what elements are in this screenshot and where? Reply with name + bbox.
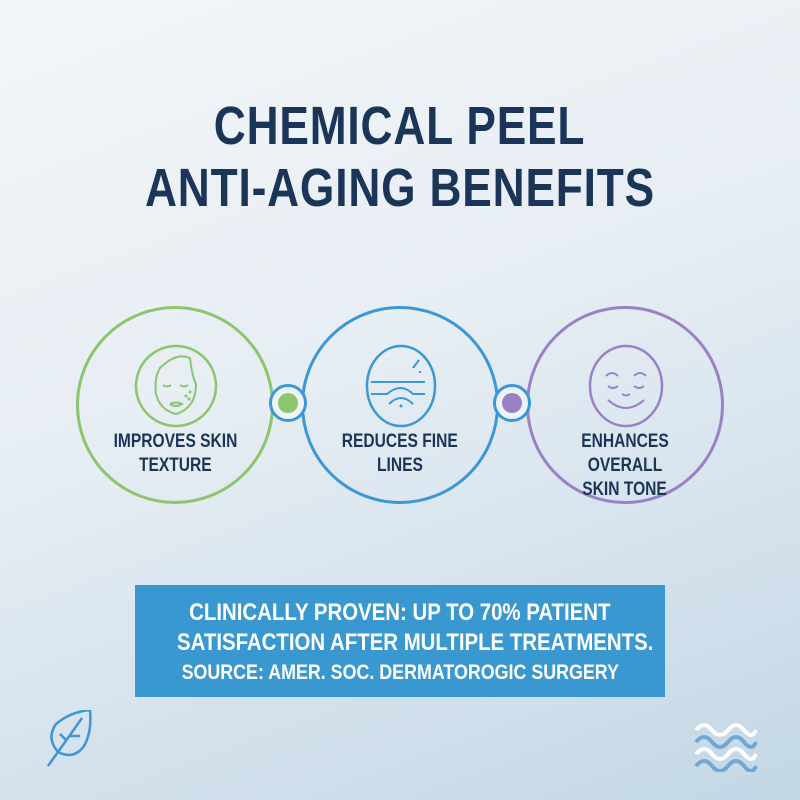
waves-icon <box>694 723 758 772</box>
callout-line-1: CLINICALLY PROVEN: UP TO 70% PATIENT <box>189 599 611 626</box>
title-line-1: CHEMICAL PEEL <box>214 96 586 156</box>
benefit-label: REDUCES FINE LINES <box>341 431 459 476</box>
callout-line-2: SATISFACTION AFTER MULTIPLE TREATMENTS. <box>177 629 654 656</box>
connector-node <box>269 384 307 422</box>
benefit-label: IMPROVES SKIN TEXTURE <box>113 431 237 476</box>
clinical-callout: CLINICALLY PROVEN: UP TO 70% PATIENT SAT… <box>135 585 665 697</box>
face-icon <box>134 344 218 428</box>
skin-layers-icon <box>365 344 437 428</box>
leaf-icon <box>46 710 92 767</box>
benefit-label: ENHANCES OVERALL SKIN TONE <box>581 431 669 500</box>
title-line-2: ANTI-AGING BENEFITS <box>144 158 656 218</box>
connector-node <box>493 384 531 422</box>
smiling-face-icon <box>588 344 664 428</box>
callout-source: SOURCE: AMER. SOC. DERMATOROGIC SURGERY <box>181 661 619 684</box>
